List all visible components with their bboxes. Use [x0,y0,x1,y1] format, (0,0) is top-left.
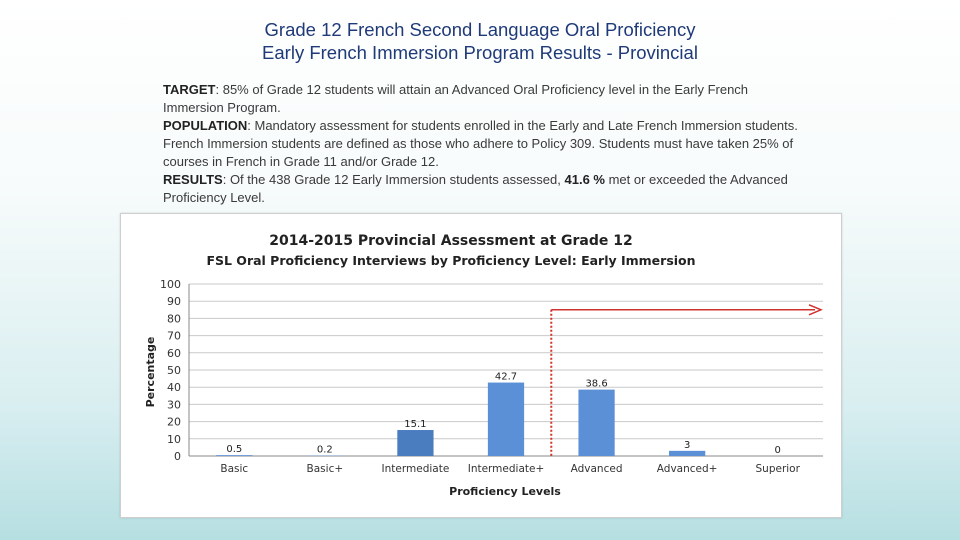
page-title: Grade 12 French Second Language Oral Pro… [0,18,960,64]
bar [669,450,706,456]
target-text: : 85% of Grade 12 students will attain a… [163,82,749,115]
results-text-before: : Of the 438 Grade 12 Early Immersion st… [222,172,565,187]
bar [578,389,615,456]
bar-value-label: 0.5 [226,444,242,455]
y-tick-label: 10 [167,433,181,446]
target-arrow-head [808,304,823,316]
x-tick-label: Basic [220,463,248,475]
results-label: RESULTS [163,172,223,187]
results-highlight: 41.6 % [564,172,605,187]
y-tick-label: 80 [167,312,181,325]
target-label: TARGET [163,82,216,97]
y-tick-label: 90 [167,295,181,308]
y-tick-label: 60 [167,347,181,360]
x-tick-label: Basic+ [307,463,344,475]
bar [397,430,434,456]
x-tick-label: Superior [756,463,801,475]
bar [216,455,253,456]
bar-value-label: 3 [684,440,690,451]
page-title-line2: Early French Immersion Program Results -… [262,42,698,63]
population-text: : Mandatory assessment for students enro… [163,118,798,169]
page-title-line1: Grade 12 French Second Language Oral Pro… [264,19,696,40]
y-tick-label: 20 [167,416,181,429]
bar-value-label: 38.6 [585,379,607,390]
x-tick-label: Advanced+ [657,463,718,475]
x-tick-label: Intermediate [382,463,450,475]
bar-value-label: 0 [775,445,781,456]
proficiency-chart: 2014-2015 Provincial Assessment at Grade… [144,233,823,498]
x-tick-label: Intermediate+ [468,463,545,475]
population-label: POPULATION [163,118,248,133]
population-paragraph: POPULATION: Mandatory assessment for stu… [163,117,803,171]
y-tick-label: 100 [160,278,181,291]
info-block: TARGET: 85% of Grade 12 students will at… [163,81,803,207]
y-tick-label: 40 [167,381,181,394]
y-tick-label: 30 [167,398,181,411]
results-paragraph: RESULTS: Of the 438 Grade 12 Early Immer… [163,171,803,207]
target-paragraph: TARGET: 85% of Grade 12 students will at… [163,81,803,117]
bar-value-label: 0.2 [317,445,333,456]
y-axis-label: Percentage [144,337,157,408]
plot-area: 01020304050607080901000.5Basic0.2Basic+1… [160,278,823,475]
bar-value-label: 15.1 [404,419,426,430]
bar [487,382,525,456]
chart-frame: 2014-2015 Provincial Assessment at Grade… [120,213,842,518]
y-tick-label: 0 [174,450,181,463]
chart-subtitle: FSL Oral Proficiency Interviews by Profi… [206,253,695,268]
chart-title: 2014-2015 Provincial Assessment at Grade… [269,233,633,249]
x-tick-label: Advanced [571,463,623,475]
results-text-after: met or exceeded the Advanced Proficiency… [163,172,788,205]
bar-value-label: 42.7 [495,372,517,383]
y-tick-label: 50 [167,364,181,377]
x-axis-label: Proficiency Levels [449,485,561,498]
y-tick-label: 70 [167,330,181,343]
